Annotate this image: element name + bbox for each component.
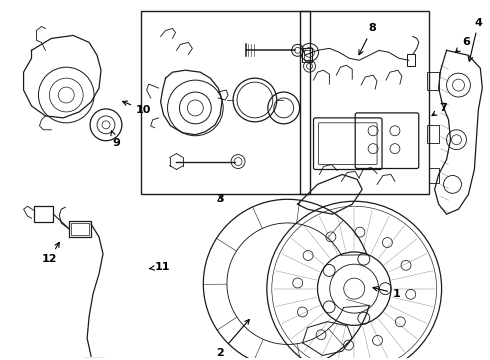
Text: 1: 1 xyxy=(373,287,401,298)
Text: 11: 11 xyxy=(149,262,171,272)
Text: 3: 3 xyxy=(217,194,224,204)
Bar xyxy=(83,358,103,360)
Bar xyxy=(429,167,439,183)
Bar xyxy=(69,221,91,237)
Bar xyxy=(141,11,310,194)
Text: 8: 8 xyxy=(359,23,376,55)
Bar xyxy=(427,72,439,90)
Text: 5: 5 xyxy=(0,359,1,360)
Bar xyxy=(33,206,53,222)
Text: 6: 6 xyxy=(456,37,470,53)
Bar xyxy=(407,54,415,66)
Bar xyxy=(304,50,310,60)
Bar xyxy=(427,125,439,143)
Bar xyxy=(71,223,89,235)
Text: 7: 7 xyxy=(432,103,447,116)
Text: 12: 12 xyxy=(42,242,59,264)
Text: 2: 2 xyxy=(216,319,249,358)
Bar xyxy=(302,48,312,62)
Text: 10: 10 xyxy=(122,101,151,115)
Text: 4: 4 xyxy=(468,18,482,61)
Text: 9: 9 xyxy=(111,131,120,148)
Bar xyxy=(299,11,429,194)
